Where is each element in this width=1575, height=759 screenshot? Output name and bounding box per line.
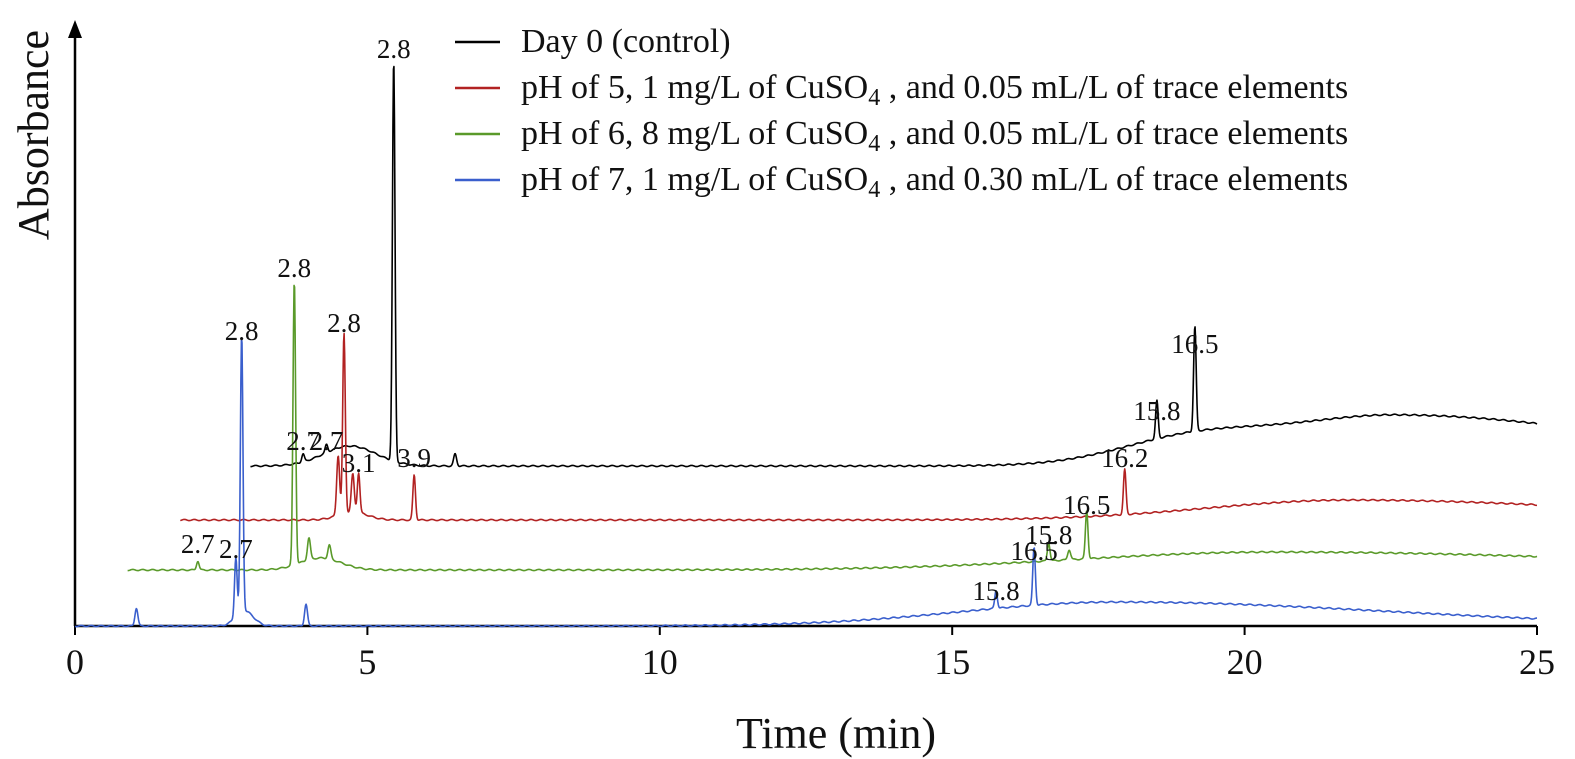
y-axis-title: Absorbance <box>9 30 58 240</box>
y-axis-arrow <box>68 20 82 38</box>
peak-label: 16.5 <box>1171 329 1218 359</box>
legend-entry: pH of 5, 1 mg/L of CuSO4 , and 0.05 mL/L… <box>521 69 1348 111</box>
trace-4 <box>74 337 1538 628</box>
trace-1 <box>250 65 1538 468</box>
peak-label: 15.8 <box>972 576 1019 606</box>
legend: Day 0 (control) pH of 5, 1 mg/L of CuSO4 … <box>455 23 1348 203</box>
peak-label: 15.8 <box>1133 396 1180 426</box>
x-tick-label: 5 <box>358 642 376 682</box>
peak-label: 2.7 <box>286 426 320 456</box>
x-axis-title: Time (min) <box>736 709 936 758</box>
peak-label: 2.8 <box>327 308 361 338</box>
peak-label: 2.8 <box>377 34 411 64</box>
legend-entry: pH of 6, 8 mg/L of CuSO4 , and 0.05 mL/L… <box>521 115 1348 157</box>
legend-entry: Day 0 (control) <box>521 23 731 60</box>
axes: 0 5 10 15 20 25 Time (min) Absorbance <box>9 20 1555 758</box>
peak-label: 16.5 <box>1010 536 1057 566</box>
x-tick-label: 25 <box>1519 642 1555 682</box>
peak-label: 2.7 <box>310 426 344 456</box>
trace-3 <box>127 284 1538 572</box>
peak-label: 3.9 <box>397 443 431 473</box>
peak-label: 16.5 <box>1063 490 1110 520</box>
peak-label: 15.8 <box>1025 520 1072 550</box>
legend-entry: pH of 7, 1 mg/L of CuSO4 , and 0.30 mL/L… <box>521 161 1348 203</box>
peak-label: 3.1 <box>342 448 376 478</box>
trace-2 <box>179 332 1538 522</box>
x-tick-label: 0 <box>66 642 84 682</box>
peak-label: 16.2 <box>1101 443 1148 473</box>
peak-label: 2.7 <box>219 534 253 564</box>
peak-label: 2.8 <box>277 253 311 283</box>
x-tick-label: 10 <box>642 642 678 682</box>
peak-label: 2.7 <box>181 529 215 559</box>
peak-label: 2.8 <box>225 316 259 346</box>
x-tick-label: 20 <box>1227 642 1263 682</box>
peak-labels: 2.72.72.815.816.52.83.1 3.9 16.22.72.815.8… <box>181 34 1219 606</box>
x-tick-label: 15 <box>934 642 970 682</box>
chromatogram-traces <box>74 65 1538 628</box>
